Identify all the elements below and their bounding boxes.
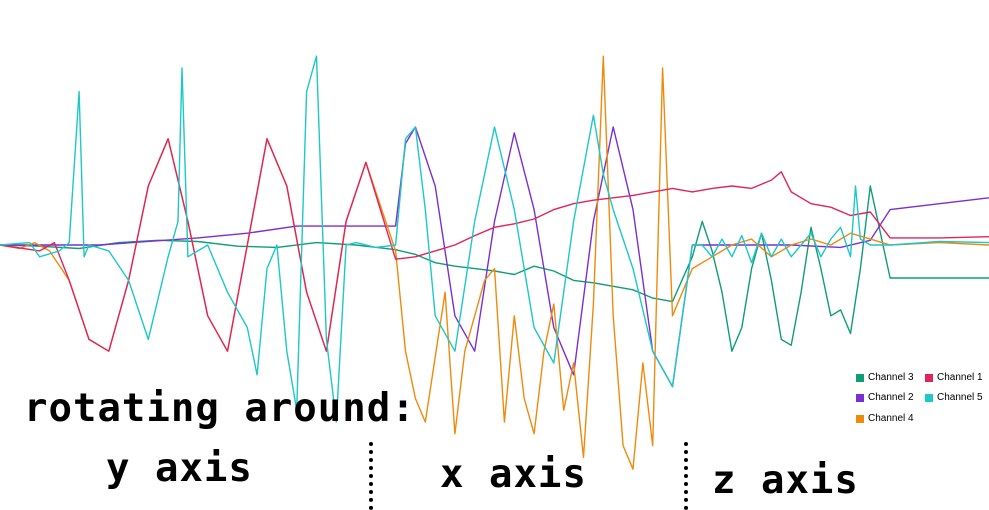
series-line-channel-5 xyxy=(0,55,989,423)
chart-legend: Channel 3 Channel 1 Channel 2 Channel 5 … xyxy=(856,372,989,432)
legend-swatch xyxy=(925,393,933,402)
legend-label: Channel 1 xyxy=(937,372,983,383)
legend-label: Channel 5 xyxy=(937,392,983,403)
series-line-channel-3 xyxy=(0,185,989,352)
legend-item: Channel 5 xyxy=(925,392,983,403)
legend-swatch xyxy=(856,393,864,402)
legend-item: Channel 3 xyxy=(856,372,914,383)
legend-label: Channel 4 xyxy=(868,413,914,424)
legend-item: Channel 1 xyxy=(925,372,983,383)
legend-item: Channel 2 xyxy=(856,392,914,403)
legend-swatch xyxy=(856,414,864,423)
legend-label: Channel 2 xyxy=(868,392,914,403)
segment-label-x-axis: x axis xyxy=(440,452,587,497)
legend-swatch xyxy=(925,373,933,382)
segment-label-y-axis: y axis xyxy=(106,446,253,491)
segment-label-z-axis: z axis xyxy=(712,458,859,503)
segment-divider-1 xyxy=(369,442,373,510)
legend-label: Channel 3 xyxy=(868,372,914,383)
series-line-channel-2 xyxy=(0,126,989,388)
heading-rotating-around: rotating around: xyxy=(24,386,416,431)
legend-swatch xyxy=(856,373,864,382)
legend-item: Channel 4 xyxy=(856,413,914,424)
segment-divider-2 xyxy=(684,442,688,510)
series-line-channel-1 xyxy=(0,138,989,352)
